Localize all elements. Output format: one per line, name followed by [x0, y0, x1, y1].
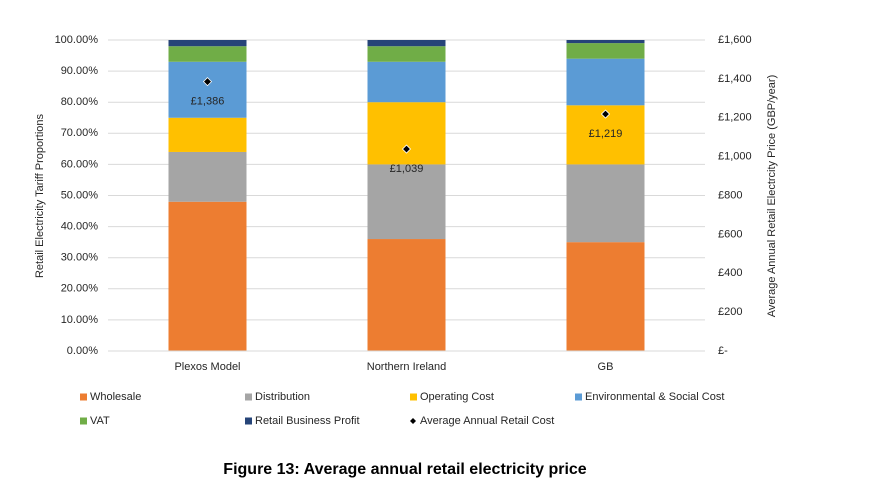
x-tick-label: GB [598, 361, 614, 373]
y-tick-label: 40.00% [61, 221, 99, 233]
legend-label: Average Annual Retail Cost [420, 415, 554, 427]
bar-segment [566, 242, 645, 351]
legend-swatch [80, 417, 87, 425]
y-axis-label: Retail Electricity Tariff Proportions [34, 113, 46, 278]
y2-axis-label: Average Annual Retail Electrcity Price (… [766, 75, 778, 318]
legend-swatch [245, 417, 252, 425]
y2-tick-label: £1,000 [718, 151, 752, 163]
y2-tick-label: £1,400 [718, 73, 752, 85]
bar-segment [168, 61, 247, 118]
y-tick-label: 10.00% [61, 314, 99, 326]
legend-swatch [575, 393, 582, 401]
bar-segment [566, 43, 645, 59]
marker [202, 77, 213, 87]
bar-segment [367, 239, 446, 351]
legend-swatch [80, 393, 87, 401]
y-tick-label: 0.00% [67, 345, 98, 357]
x-tick-label: Plexos Model [174, 361, 240, 373]
bar-segment [367, 61, 446, 103]
marker [600, 109, 611, 119]
y-tick-label: 90.00% [61, 65, 99, 77]
data-label: £1,219 [589, 128, 623, 140]
bar-segment [367, 102, 446, 165]
data-label: £1,386 [191, 96, 225, 108]
bar-segment [367, 46, 446, 62]
marker [401, 144, 412, 154]
legend-swatch [245, 393, 252, 401]
bar-segment [566, 40, 645, 44]
y-tick-label: 50.00% [61, 189, 99, 201]
bar-segment [367, 40, 446, 47]
legend-label: Retail Business Profit [255, 415, 360, 427]
y2-tick-label: £1,200 [718, 112, 752, 124]
bar-segment [168, 40, 247, 47]
y-tick-label: 80.00% [61, 96, 99, 108]
bar-segment [168, 117, 247, 152]
legend-label: Distribution [255, 391, 310, 403]
legend-marker [410, 418, 416, 424]
legend-swatch [410, 393, 417, 401]
y2-tick-label: £- [718, 345, 728, 357]
y-tick-label: 70.00% [61, 127, 99, 139]
data-label: £1,039 [390, 163, 424, 175]
bar-segment [168, 151, 247, 202]
bar-segment [168, 46, 247, 62]
y-tick-label: 20.00% [61, 283, 99, 295]
y2-tick-label: £200 [718, 306, 742, 318]
y-tick-label: 30.00% [61, 252, 99, 264]
y-tick-label: 100.00% [55, 34, 99, 46]
y-tick-label: 60.00% [61, 158, 99, 170]
y2-tick-label: £800 [718, 189, 742, 201]
legend-label: VAT [90, 415, 110, 427]
caption: Figure 13: Average annual retail electri… [223, 461, 587, 478]
bar-segment [566, 58, 645, 106]
y2-tick-label: £600 [718, 228, 742, 240]
legend-label: Wholesale [90, 391, 141, 403]
y2-tick-label: £1,600 [718, 34, 752, 46]
bar-segment [367, 164, 446, 240]
x-tick-label: Northern Ireland [367, 361, 447, 373]
bar-segment [566, 164, 645, 243]
y2-tick-label: £400 [718, 267, 742, 279]
bar-segment [168, 201, 247, 351]
legend-label: Operating Cost [420, 391, 494, 403]
legend-label: Environmental & Social Cost [585, 391, 724, 403]
